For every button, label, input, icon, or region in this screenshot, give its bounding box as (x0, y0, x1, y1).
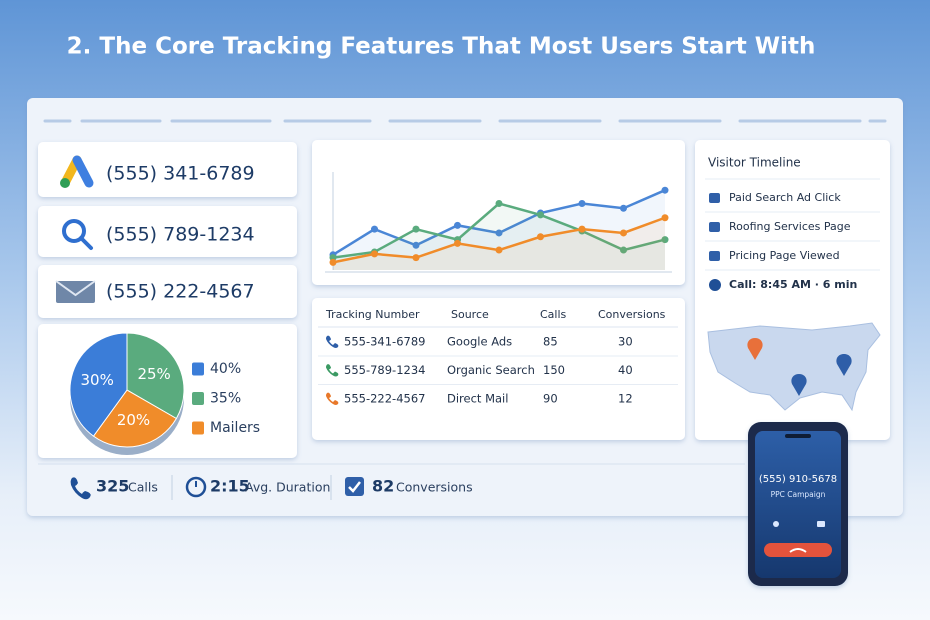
stat-value: 2:15 (210, 477, 250, 496)
phone-icon (326, 392, 339, 405)
line-area (333, 190, 665, 270)
pie-slice (126, 332, 185, 420)
table-cell: 555-341-6789 (344, 335, 425, 349)
table-cell: 85 (543, 335, 558, 349)
stat-label: Avg. Duration (245, 480, 330, 495)
line-point (495, 200, 503, 207)
table-cell: Direct Mail (447, 392, 508, 406)
stat-label: Calls (128, 480, 158, 495)
caller-campaign: PPC Campaign (771, 490, 826, 499)
line-point (495, 246, 503, 254)
table-cell: 555-789-1234 (344, 363, 425, 377)
pie-legend: 40% 35% Mailers (192, 361, 260, 436)
timeline-icon (709, 279, 721, 291)
timeline-icon (709, 251, 720, 261)
table-header: Conversions (598, 308, 666, 321)
line-point (412, 225, 420, 233)
number-card (38, 142, 297, 197)
timeline-item: Paid Search Ad Click (729, 191, 841, 204)
phone-icon (326, 335, 339, 348)
table-cell: 30 (618, 335, 633, 349)
phone-icon (70, 477, 91, 500)
line-point (620, 204, 627, 212)
tracking-table: Tracking Number Source Calls Conversions 555… (318, 308, 678, 406)
line-point (371, 250, 378, 258)
clock-icon (185, 476, 207, 498)
table-header: Tracking Number (325, 308, 420, 321)
stat-value: 82 (372, 477, 394, 496)
legend-swatch (192, 421, 204, 435)
stat-label: Conversions (396, 480, 473, 495)
line-point (661, 214, 669, 222)
line-point (578, 225, 586, 233)
line-point (412, 254, 420, 262)
pie-label: 30% (81, 371, 114, 389)
search-icon (62, 219, 93, 250)
table-cell: 150 (543, 363, 565, 377)
timeline-icon (709, 193, 720, 203)
pie-label: 25% (137, 365, 170, 383)
line-point (578, 200, 586, 207)
mail-icon (55, 280, 96, 303)
tracking-number: (555) 789-1234 (106, 224, 255, 246)
number-card (38, 265, 297, 318)
tracking-number: (555) 341-6789 (106, 163, 255, 185)
table-header: Source (451, 308, 489, 321)
line-point (454, 221, 461, 229)
timeline-title: Visitor Timeline (708, 156, 801, 170)
legend-label: 40% (210, 361, 241, 377)
phone-icon (326, 364, 339, 377)
stat-value: 325 (96, 477, 129, 496)
line-point (620, 246, 627, 254)
line-point (495, 229, 503, 237)
phone: (555) 910-5678 PPC Campaign (748, 422, 848, 586)
table-cell: Organic Search (447, 363, 535, 377)
pie-slice (69, 332, 128, 437)
table-cell: 12 (618, 392, 633, 406)
line-chart (329, 186, 669, 270)
table-cell: 90 (543, 392, 558, 406)
table-panel (312, 298, 685, 440)
pie-slice (92, 389, 178, 448)
line-point (661, 186, 669, 194)
timeline-item: Pricing Page Viewed (729, 249, 840, 262)
line-area (333, 203, 665, 270)
pie-chart: 25% 20% 30% (69, 332, 185, 448)
table-cell: 40 (618, 363, 633, 377)
line-point (537, 233, 544, 241)
timeline-item: Call: 8:45 AM · 6 min (729, 278, 857, 291)
legend-label: Mailers (210, 420, 260, 436)
timeline-item: Roofing Services Page (729, 220, 851, 233)
tracking-number: (555) 222-4567 (106, 281, 255, 303)
line-point (620, 229, 627, 237)
table-cell: 555-222-4567 (344, 392, 425, 406)
table-cell: Google Ads (447, 335, 512, 349)
line-point (371, 225, 378, 233)
line-point (661, 236, 669, 244)
table-header: Calls (540, 308, 567, 321)
line-point (537, 211, 544, 219)
line-point (329, 258, 337, 266)
google-ads-icon (60, 155, 94, 188)
check-icon (345, 477, 364, 496)
legend-label: 35% (210, 391, 241, 407)
pie-label: 20% (117, 411, 150, 429)
us-map (707, 322, 881, 412)
page-title: 2. The Core Tracking Features That Most … (67, 34, 816, 60)
legend-swatch (192, 362, 204, 376)
legend-swatch (192, 392, 204, 405)
timeline-icon (709, 222, 720, 232)
timeline-list: Paid Search Ad Click Roofing Services Pag… (705, 178, 880, 291)
caller-number: (555) 910-5678 (759, 474, 837, 485)
line-chart-panel (312, 140, 685, 285)
number-card (38, 206, 297, 257)
line-point (412, 241, 420, 249)
line-point (454, 239, 461, 247)
